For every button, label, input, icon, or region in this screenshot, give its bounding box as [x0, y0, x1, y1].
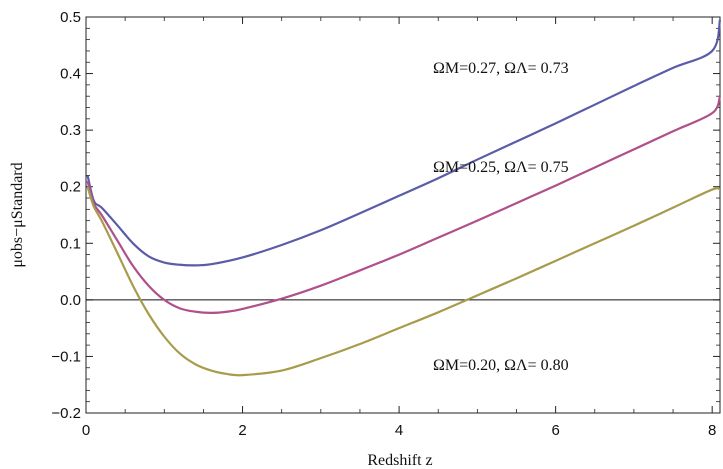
axis-ticks [85, 16, 720, 414]
y-axis-label: μobs−μStandard [9, 162, 26, 267]
plot-border [85, 16, 721, 414]
y-tick-label-3: 0.1 [60, 235, 81, 252]
x-tick-label-4: 8 [708, 422, 716, 439]
y-tick-label-5: 0.3 [60, 122, 81, 139]
plot-frame [85, 16, 721, 414]
y-tick-label-1: −0.1 [51, 348, 81, 365]
y-tick-label-7: 0.5 [60, 9, 81, 26]
series-annotation-0: ΩM=0.27, ΩΛ= 0.73 [433, 60, 569, 77]
series-annotation-1: ΩM=0.25, ΩΛ= 0.75 [433, 159, 569, 176]
series-line-0 [86, 19, 722, 267]
series-line-2 [86, 186, 721, 377]
y-tick-label-4: 0.2 [60, 179, 81, 196]
series-line-1 [86, 95, 722, 314]
series-annotation-2: ΩM=0.20, ΩΛ= 0.80 [433, 357, 569, 374]
x-axis-label: Redshift z [367, 452, 432, 469]
y-tick-label-0: −0.2 [51, 405, 81, 422]
x-tick-label-1: 2 [238, 422, 246, 439]
series-layer [86, 19, 722, 377]
x-tick-label-2: 4 [395, 422, 403, 439]
annotations: ΩM=0.27, ΩΛ= 0.73 ΩM=0.25, ΩΛ= 0.75 ΩM=0.2… [433, 60, 569, 374]
x-tick-label-3: 6 [551, 422, 559, 439]
tick-labels: 0 2 4 6 8 −0.2 −0.1 0.0 0.1 0.2 0.3 0.4 0.5 [51, 9, 716, 439]
x-tick-label-0: 0 [82, 422, 90, 439]
y-tick-label-2: 0.0 [60, 292, 81, 309]
y-tick-label-6: 0.4 [60, 66, 81, 83]
